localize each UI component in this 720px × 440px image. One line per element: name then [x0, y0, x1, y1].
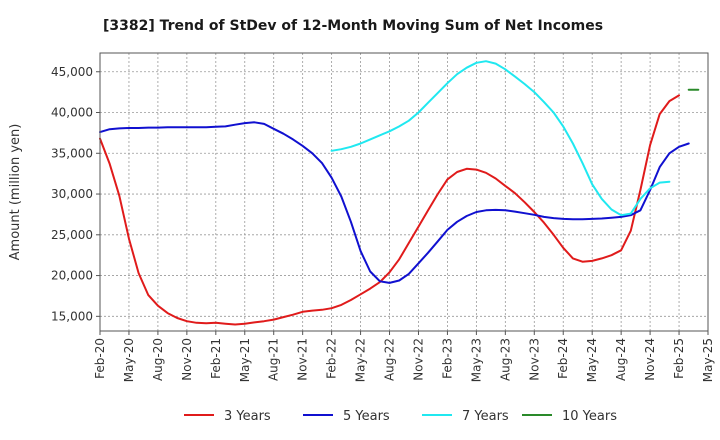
y-tick-label: 30,000 [51, 187, 93, 201]
x-tick-label: May-24 [585, 338, 599, 382]
x-tick-label: Nov-23 [527, 338, 541, 381]
x-tick-label: Aug-24 [614, 338, 628, 381]
legend-label: 10 Years [562, 409, 617, 424]
y-tick-label: 40,000 [51, 106, 93, 120]
y-tick-label: 25,000 [51, 228, 93, 242]
x-tick-label: May-22 [354, 338, 368, 382]
series-line-7-years [330, 60, 671, 217]
x-tick-label: Feb-25 [672, 338, 686, 379]
series-line-3-years [99, 94, 680, 326]
legend-label: 5 Years [343, 409, 390, 424]
x-tick-label: Nov-22 [411, 338, 425, 381]
y-tick-label: 15,000 [51, 309, 93, 323]
x-tick-label: Nov-20 [180, 338, 194, 381]
x-tick-label: Aug-23 [498, 338, 512, 381]
x-tick-label: Feb-20 [93, 338, 107, 379]
y-tick-label: 20,000 [51, 269, 93, 283]
legend: 3 Years 5 Years 7 Years 10 Years [184, 409, 617, 424]
series-line-5-years [99, 121, 690, 284]
x-tick-label: Aug-21 [267, 338, 281, 381]
y-axis: 15,000 20,000 25,000 30,000 35,000 40,000 45,0… [51, 65, 100, 323]
y-tick-label: 35,000 [51, 146, 93, 160]
x-tick-label: May-20 [122, 338, 136, 382]
x-tick-label: Feb-24 [556, 338, 570, 379]
x-tick-label: Nov-24 [643, 338, 657, 381]
chart-title: [3382] Trend of StDev of 12-Month Moving… [103, 18, 603, 34]
plot-area [100, 53, 708, 331]
x-tick-label: May-25 [701, 338, 715, 382]
x-tick-label: Feb-23 [440, 338, 454, 379]
x-tick-label: Feb-21 [209, 338, 223, 379]
series-layer [99, 60, 700, 326]
plot-frame [99, 52, 709, 332]
x-axis: Feb-20 May-20 Aug-20 Nov-20 Feb-21 May-21 Aug-… [93, 331, 715, 382]
legend-label: 7 Years [462, 409, 509, 424]
y-axis-label: Amount (million yen) [8, 124, 23, 261]
x-tick-label: Aug-22 [383, 338, 397, 381]
x-tick-label: May-21 [238, 338, 252, 382]
x-tick-label: Feb-22 [325, 338, 339, 379]
grid [99, 53, 709, 331]
x-tick-label: Nov-21 [296, 338, 310, 381]
y-tick-label: 45,000 [51, 65, 93, 79]
legend-label: 3 Years [224, 409, 271, 424]
x-tick-label: Aug-20 [151, 338, 165, 381]
x-tick-label: May-23 [469, 338, 483, 382]
